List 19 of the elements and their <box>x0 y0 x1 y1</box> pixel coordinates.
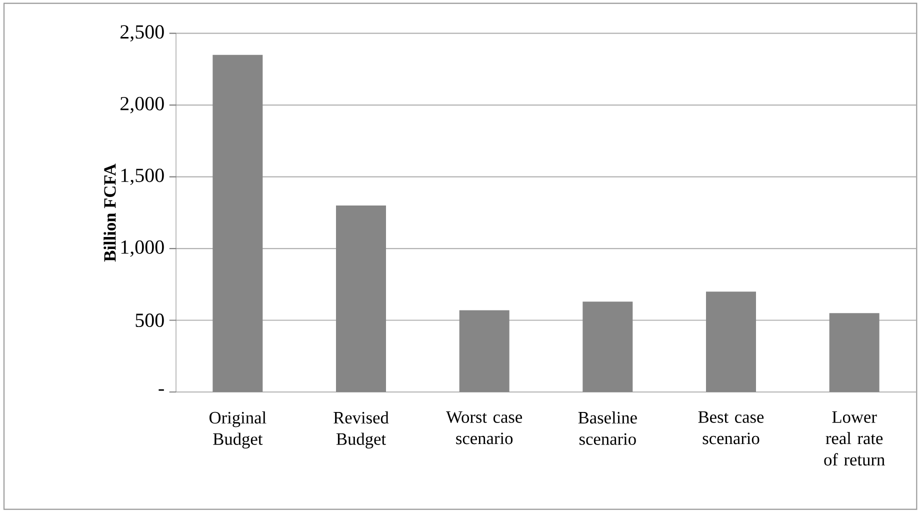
x-tick-label: Original Budget <box>210 411 266 448</box>
bar <box>706 292 756 392</box>
bar <box>459 310 510 392</box>
x-tick-label: Baseline scenario <box>578 411 637 445</box>
y-tick-label: 1,500 <box>121 168 164 185</box>
y-tick-label: - <box>158 389 164 391</box>
bar <box>336 205 386 392</box>
x-tick-label: Worst case scenario <box>446 411 522 444</box>
y-tick-label: 2,000 <box>120 96 164 114</box>
bar <box>582 302 633 392</box>
bar <box>829 313 880 392</box>
x-tick-label: Best case scenario <box>698 411 764 444</box>
x-tick-label: Revised Budget <box>334 411 389 448</box>
y-tick-label: 2,500 <box>120 25 164 42</box>
y-axis-title: Billion FCFA <box>104 164 116 262</box>
y-tick-label: 1,000 <box>121 240 164 257</box>
bar <box>212 54 263 392</box>
y-tick-label: 500 <box>136 314 164 328</box>
x-tick-label: Lower real rate of return <box>824 411 885 466</box>
